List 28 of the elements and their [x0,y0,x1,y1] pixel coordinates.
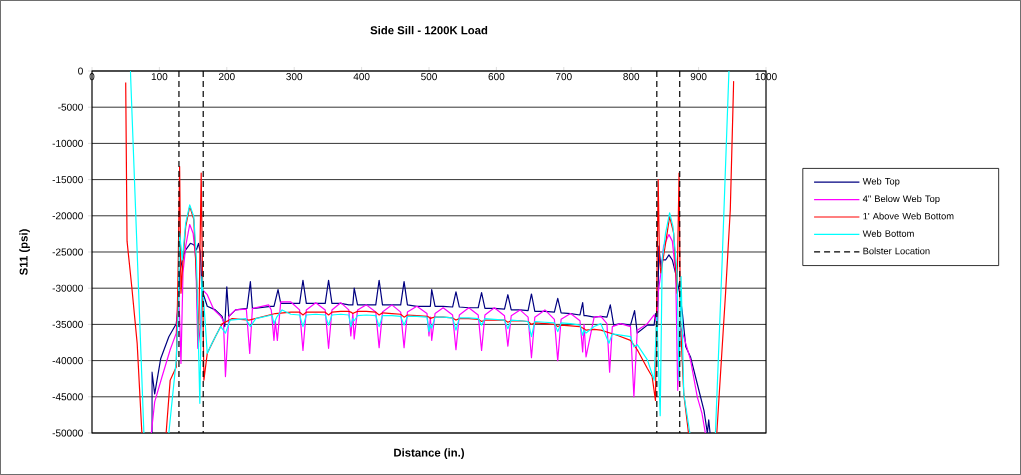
x-tick-label: 300 [286,73,303,81]
legend-label: Web Bottom [862,230,914,237]
x-tick-label: 700 [555,73,572,81]
x-tick-label: 600 [488,73,505,81]
x-tick-label: 900 [690,73,707,81]
y-tick-label: -35000 [52,320,83,328]
x-tick-label: 500 [421,73,437,81]
y-tick-label: 0 [78,67,83,75]
legend-label: 4" Below Web Top [862,195,940,204]
y-tick-label: -45000 [52,393,83,401]
chart-title: Side Sill - 1200K Load [370,25,488,35]
x-tick-label: 400 [353,73,370,81]
legend-label: Web Top [862,177,900,187]
y-tick-label: -20000 [52,212,83,220]
legend-label: 1' Above Web Bottom [863,212,954,220]
y-tick-label: -25000 [52,248,83,256]
y-tick-label: -5000 [58,103,83,111]
y-tick-label: -10000 [52,139,83,147]
x-tick-label: 200 [218,73,235,81]
x-tick-label: 100 [151,73,168,81]
y-tick-label: -15000 [52,176,83,184]
x-tick-label: 800 [623,73,640,81]
y-tick-label: -40000 [52,357,83,365]
y-tick-label: -50000 [52,429,83,437]
y-axis-title: S11 (psi) [19,229,30,275]
x-axis-title: Distance (in.) [394,448,464,459]
y-tick-label: -30000 [52,284,83,292]
legend-label: Bolster Location [863,247,930,255]
